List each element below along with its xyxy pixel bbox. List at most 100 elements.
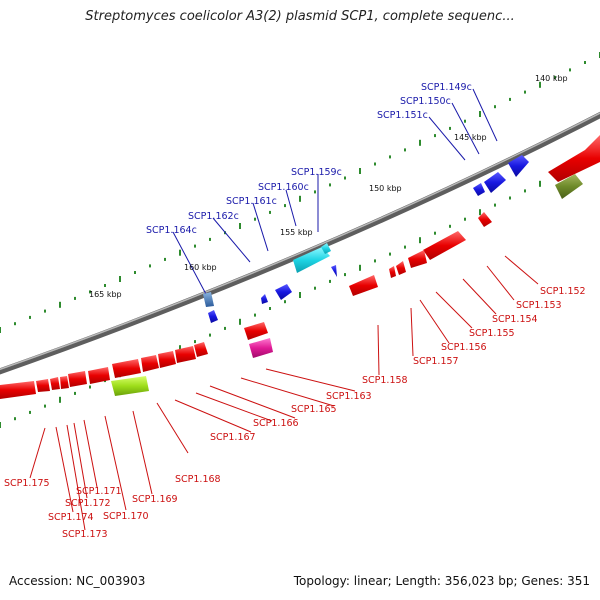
- minor-tick: [509, 196, 511, 200]
- minor-tick: [254, 313, 256, 317]
- gene-arrow-160c: [321, 243, 331, 254]
- minor-tick: [44, 404, 46, 408]
- minor-tick: [269, 210, 271, 214]
- gene-label: SCP1.160c: [258, 182, 309, 193]
- gene-label: SCP1.158: [362, 375, 408, 386]
- gene-label: SCP1.166: [253, 418, 299, 429]
- tick-label: 165 kbp: [89, 290, 122, 299]
- major-tick: [539, 180, 541, 187]
- gene-label: SCP1.168: [175, 474, 221, 485]
- map-title: Streptomyces coelicolor A3(2) plasmid SC…: [85, 9, 515, 24]
- gene-labels-top: SCP1.149c SCP1.150c SCP1.151c SCP1.159c …: [146, 82, 472, 236]
- minor-tick: [524, 189, 526, 193]
- minor-tick: [254, 217, 256, 221]
- minor-tick: [404, 148, 406, 152]
- minor-tick: [464, 217, 466, 221]
- major-tick: [359, 168, 361, 174]
- major-tick: [0, 422, 1, 428]
- gene-arrow-161c: [275, 284, 292, 300]
- gene-label: SCP1.157: [413, 356, 459, 367]
- tick-label: 140 kbp: [535, 74, 568, 83]
- major-tick: [539, 81, 541, 88]
- major-tick: [239, 318, 241, 325]
- minor-tick: [389, 155, 391, 159]
- gene-arrow-156: [408, 250, 427, 268]
- forward-genes: [203, 155, 529, 323]
- gene-label: SCP1.156: [441, 342, 487, 353]
- gene-arrow-168: [158, 351, 176, 368]
- minor-tick: [44, 309, 46, 313]
- minor-tick: [569, 68, 571, 72]
- gene-arrow-173: [60, 376, 69, 389]
- major-tick: [59, 396, 61, 403]
- gene-arrow-157: [396, 261, 406, 275]
- minor-tick: [149, 264, 151, 268]
- major-tick: [479, 209, 481, 216]
- gene-arrow-166: [194, 342, 208, 357]
- plasmid-backbone: [0, 111, 600, 375]
- gene-label: SCP1.171: [76, 486, 122, 497]
- label-leader-lines: [29, 88, 539, 531]
- tick-label: 160 kbp: [184, 263, 217, 272]
- gene-label: SCP1.165: [291, 404, 337, 415]
- minor-tick: [164, 257, 166, 261]
- gene-label: SCP1.175: [4, 478, 50, 489]
- gene-label: SCP1.151c: [377, 110, 428, 121]
- gene-arrow-162c: [261, 294, 268, 304]
- minor-tick: [104, 284, 106, 287]
- minor-tick: [389, 252, 391, 256]
- minor-tick: [134, 271, 136, 274]
- minor-tick: [464, 119, 466, 123]
- gene-label: SCP1.169: [132, 494, 178, 505]
- gene-arrow-lime: [111, 376, 149, 396]
- minor-tick: [404, 245, 406, 249]
- minor-tick: [194, 340, 196, 344]
- minor-tick: [584, 61, 586, 64]
- gene-label: SCP1.153: [516, 300, 562, 311]
- major-tick: [179, 249, 181, 256]
- gene-arrow-olive: [555, 174, 583, 199]
- gene-arrow-159c: [293, 247, 330, 273]
- minor-tick: [209, 333, 211, 337]
- gene-label: SCP1.170: [103, 511, 149, 522]
- gene-label: SCP1.173: [62, 529, 108, 540]
- minor-tick: [344, 273, 346, 277]
- tick-label: 155 kbp: [280, 228, 313, 237]
- tick-labels: 140 kbp 145 kbp 150 kbp 155 kbp 160 kbp …: [89, 74, 568, 299]
- minor-tick: [284, 300, 286, 304]
- minor-tick: [449, 126, 451, 130]
- major-tick: [299, 195, 301, 202]
- minor-tick: [29, 410, 31, 414]
- accession-text: Accession: NC_003903: [9, 574, 146, 588]
- gene-arrow-167: [175, 346, 196, 363]
- gene-arrow-170: [112, 359, 141, 378]
- major-tick: [239, 223, 241, 229]
- minor-tick: [554, 75, 556, 79]
- gene-arrow-155: [423, 231, 466, 260]
- gene-label: SCP1.163: [326, 391, 372, 402]
- major-tick: [119, 276, 121, 282]
- gene-arrow-175: [36, 379, 50, 392]
- gene-arrow-153: [478, 212, 492, 227]
- gene-arrow-169: [141, 355, 159, 372]
- gene-label: SCP1.159c: [291, 167, 342, 178]
- gene-labels-bottom: SCP1.152 SCP1.153 SCP1.154 SCP1.155 SCP1…: [4, 286, 586, 540]
- gene-arrow-small-blue-1: [208, 310, 218, 323]
- gene-label: SCP1.167: [210, 432, 256, 443]
- minor-tick: [89, 385, 91, 389]
- gene-arrow-magenta: [249, 338, 273, 358]
- major-tick: [299, 292, 301, 298]
- minor-tick: [284, 204, 286, 208]
- gene-label: SCP1.150c: [400, 96, 451, 107]
- gene-arrow-150c: [484, 172, 506, 193]
- gene-arrow-151c: [473, 183, 485, 196]
- minor-tick: [29, 315, 31, 319]
- gene-label: SCP1.155: [469, 328, 515, 339]
- minor-tick: [194, 244, 196, 248]
- minor-tick: [14, 417, 16, 421]
- gene-arrow-171: [88, 367, 110, 384]
- minor-tick: [434, 134, 436, 138]
- reverse-genes: [0, 135, 600, 399]
- gene-arrow-164c: [203, 292, 214, 307]
